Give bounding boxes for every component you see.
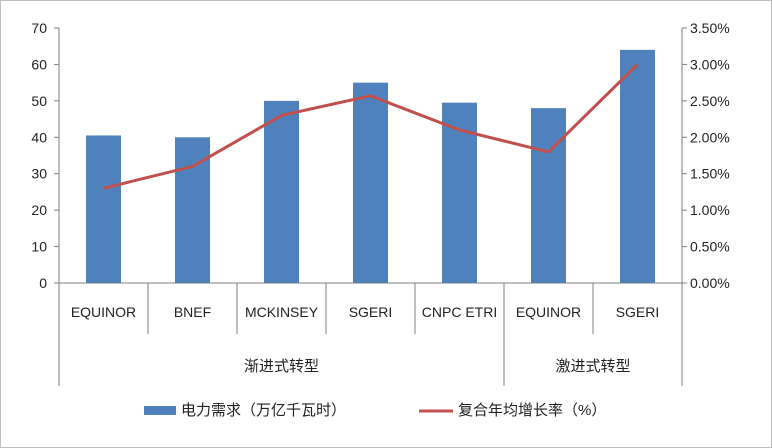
bar bbox=[531, 108, 566, 284]
y-left-tick-label: 10 bbox=[31, 239, 47, 255]
y-right-tick-label: 2.50% bbox=[690, 93, 730, 109]
y-left-tick-label: 40 bbox=[31, 129, 47, 145]
growth-rate-line bbox=[103, 63, 639, 190]
category-label: EQUINOR bbox=[71, 304, 136, 320]
y-left-tick-label: 70 bbox=[31, 20, 47, 36]
group-label: 激进式转型 bbox=[555, 358, 630, 375]
y-right-tick-label: 3.00% bbox=[690, 56, 730, 72]
bar bbox=[620, 49, 655, 283]
bar bbox=[353, 82, 388, 284]
bar bbox=[264, 100, 299, 283]
category-label: SGERI bbox=[349, 304, 393, 320]
category-label: MCKINSEY bbox=[245, 304, 319, 320]
y-left-tick-label: 20 bbox=[31, 202, 47, 218]
y-right-tick-label: 3.50% bbox=[690, 20, 730, 36]
y-right-tick-label: 2.00% bbox=[690, 129, 730, 145]
y-left-tick-label: 50 bbox=[31, 93, 47, 109]
y-left-tick-label: 30 bbox=[31, 166, 47, 182]
category-label: BNEF bbox=[174, 304, 211, 320]
bars-layer bbox=[86, 49, 655, 284]
legend-label-line: 复合年均增长率（%） bbox=[458, 401, 606, 419]
labels-layer: 0 10 20 30 40 50 60 70 0.00% 0.50% 1.00% 1.50% 2.00%… bbox=[31, 20, 729, 375]
y-left-tick-label: 60 bbox=[31, 56, 47, 72]
y-right-tick-label: 1.00% bbox=[690, 202, 730, 218]
line-layer bbox=[103, 63, 639, 190]
y-right-tick-label: 0.00% bbox=[690, 275, 730, 291]
legend-label-bar: 电力需求（万亿千瓦时） bbox=[181, 402, 346, 419]
category-label: EQUINOR bbox=[516, 304, 581, 320]
group-label: 渐进式转型 bbox=[244, 358, 319, 375]
legend: 电力需求（万亿千瓦时） 复合年均增长率（%） bbox=[144, 401, 606, 419]
category-label: CNPC ETRI bbox=[422, 304, 497, 320]
y-right-tick-label: 1.50% bbox=[690, 166, 730, 182]
category-label: SGERI bbox=[616, 304, 660, 320]
y-left-tick-label: 0 bbox=[39, 275, 47, 291]
bar bbox=[175, 137, 210, 283]
legend-swatch-bar bbox=[144, 406, 176, 415]
bar bbox=[86, 135, 121, 283]
y-right-tick-label: 0.50% bbox=[690, 239, 730, 255]
